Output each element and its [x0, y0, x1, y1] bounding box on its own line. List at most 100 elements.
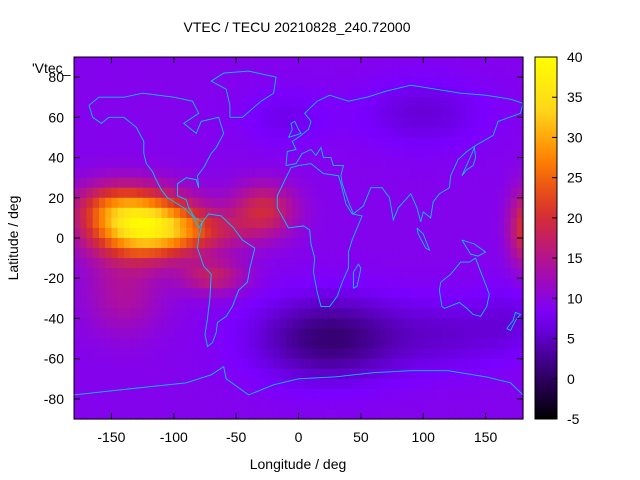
heat-cell	[360, 258, 368, 269]
heat-cell	[435, 338, 443, 350]
heat-cell	[429, 318, 437, 330]
heat-cell	[392, 308, 399, 320]
heat-cell	[279, 77, 287, 88]
heat-cell	[161, 298, 169, 309]
heat-cell	[360, 227, 368, 239]
heat-cell	[454, 238, 462, 249]
heat-cell	[292, 248, 300, 259]
heat-cell	[404, 227, 412, 239]
heat-cell	[385, 97, 393, 108]
heat-cell	[173, 408, 181, 420]
heat-cell	[173, 177, 181, 189]
heat-cell	[161, 358, 169, 370]
heat-cell	[335, 117, 343, 128]
heat-cell	[74, 278, 81, 289]
heat-cell	[117, 258, 125, 269]
heat-cell	[454, 227, 462, 239]
heat-cell	[74, 227, 81, 239]
heat-cell	[86, 378, 94, 390]
heat-cell	[516, 328, 524, 340]
heat-cell	[123, 368, 131, 380]
heat-cell	[298, 258, 306, 269]
heat-cell	[217, 127, 225, 139]
heat-cell	[510, 77, 518, 88]
heat-cell	[217, 117, 225, 128]
heat-cell	[298, 187, 306, 199]
heat-cell	[460, 207, 468, 219]
heat-cell	[267, 278, 275, 289]
heat-cell	[186, 288, 194, 299]
heat-cell	[117, 398, 125, 410]
heat-cell	[392, 318, 399, 330]
heat-cell	[92, 248, 100, 259]
heat-cell	[416, 348, 424, 360]
heat-cell	[117, 298, 125, 309]
heat-cell	[498, 157, 505, 169]
heat-cell	[123, 378, 131, 390]
heat-cell	[298, 97, 306, 108]
heat-cell	[491, 298, 499, 309]
heat-cell	[317, 328, 325, 340]
heat-cell	[504, 107, 512, 118]
heat-cell	[441, 338, 449, 350]
heat-cell	[323, 268, 331, 279]
heat-cell	[473, 227, 480, 239]
heat-cell	[286, 227, 293, 239]
heat-cell	[516, 197, 524, 209]
heat-cell	[491, 197, 499, 209]
y-tick-label: -40	[44, 310, 64, 326]
heat-cell	[186, 328, 194, 340]
heat-cell	[92, 167, 100, 179]
heat-cell	[267, 298, 275, 309]
heat-cell	[142, 358, 150, 370]
heat-cell	[167, 408, 175, 420]
heat-cell	[173, 227, 181, 239]
heat-cell	[248, 117, 256, 128]
heat-cell	[410, 348, 418, 360]
heat-cell	[248, 147, 256, 159]
heat-cell	[367, 187, 374, 199]
heat-cell	[335, 67, 343, 78]
heat-cell	[248, 157, 256, 169]
heat-cell	[423, 398, 431, 410]
heat-cell	[429, 77, 437, 88]
heat-cell	[186, 368, 194, 380]
heat-cell	[416, 368, 424, 380]
heat-cell	[410, 278, 418, 289]
heat-cell	[498, 318, 505, 330]
heat-cell	[323, 338, 331, 350]
heat-cell	[379, 268, 387, 279]
heat-cell	[423, 77, 431, 88]
heat-cell	[86, 408, 94, 420]
heat-cell	[317, 57, 325, 68]
heat-cell	[479, 338, 487, 350]
heat-cell	[223, 227, 231, 239]
heat-cell	[460, 147, 468, 159]
heat-cell	[136, 57, 144, 68]
heat-cell	[298, 338, 306, 350]
heat-cell	[248, 318, 256, 330]
heat-cell	[466, 328, 474, 340]
heat-cell	[298, 278, 306, 289]
heat-cell	[161, 308, 169, 320]
heat-cell	[367, 167, 374, 179]
heat-cell	[180, 308, 187, 320]
heat-cell	[217, 358, 225, 370]
heat-cell	[74, 127, 81, 139]
heat-cell	[416, 318, 424, 330]
heat-cell	[460, 157, 468, 169]
heat-cell	[329, 217, 337, 229]
heat-cell	[404, 167, 412, 179]
heat-cell	[223, 157, 231, 169]
heat-cell	[392, 328, 399, 340]
heat-cell	[385, 77, 393, 88]
heat-cell	[298, 318, 306, 330]
heat-cell	[155, 117, 162, 128]
heat-cell	[167, 147, 175, 159]
heat-cell	[423, 57, 431, 68]
heat-cell	[204, 248, 212, 259]
heat-cell	[323, 147, 331, 159]
heat-cell	[80, 268, 88, 279]
heat-cell	[404, 248, 412, 259]
heat-cell	[323, 207, 331, 219]
